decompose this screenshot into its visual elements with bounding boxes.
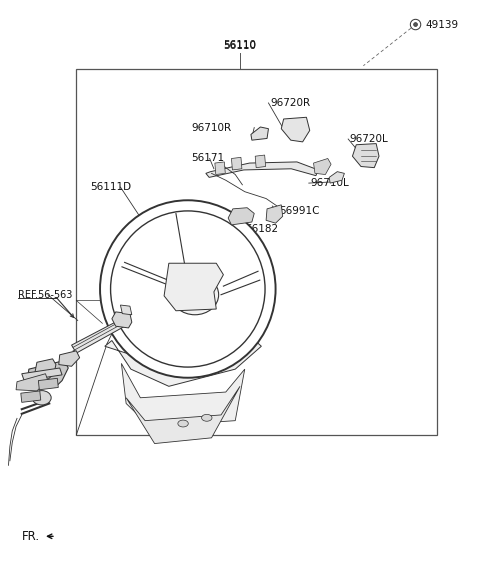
Text: 96720L: 96720L bbox=[349, 134, 388, 144]
Polygon shape bbox=[22, 368, 62, 380]
Polygon shape bbox=[352, 143, 379, 168]
Ellipse shape bbox=[414, 23, 418, 27]
Polygon shape bbox=[228, 208, 254, 225]
Polygon shape bbox=[251, 127, 268, 140]
Polygon shape bbox=[112, 312, 132, 328]
Polygon shape bbox=[120, 305, 132, 315]
Text: 96710L: 96710L bbox=[310, 178, 349, 188]
Bar bbox=[76, 69, 437, 435]
Polygon shape bbox=[126, 386, 240, 443]
Polygon shape bbox=[329, 172, 344, 183]
Text: REF.56-563: REF.56-563 bbox=[18, 290, 72, 300]
Polygon shape bbox=[72, 317, 130, 353]
Text: 96720R: 96720R bbox=[271, 98, 311, 108]
Polygon shape bbox=[27, 361, 68, 387]
Polygon shape bbox=[35, 359, 56, 379]
Ellipse shape bbox=[410, 19, 421, 29]
Ellipse shape bbox=[202, 414, 212, 421]
Text: 56111D: 56111D bbox=[91, 182, 132, 192]
Ellipse shape bbox=[171, 275, 219, 315]
Ellipse shape bbox=[178, 420, 188, 427]
Polygon shape bbox=[255, 155, 265, 168]
Polygon shape bbox=[21, 391, 41, 402]
Text: 56110: 56110 bbox=[224, 42, 256, 51]
Text: 56182: 56182 bbox=[245, 224, 278, 234]
Text: 56991C: 56991C bbox=[279, 206, 319, 216]
Polygon shape bbox=[121, 364, 245, 427]
Ellipse shape bbox=[110, 211, 265, 367]
Polygon shape bbox=[215, 162, 225, 175]
Polygon shape bbox=[105, 329, 261, 386]
Polygon shape bbox=[281, 117, 310, 142]
Polygon shape bbox=[16, 374, 48, 391]
Ellipse shape bbox=[32, 391, 51, 405]
Text: 56110: 56110 bbox=[224, 40, 256, 50]
Polygon shape bbox=[266, 205, 283, 223]
Polygon shape bbox=[38, 379, 58, 390]
Text: FR.: FR. bbox=[22, 530, 40, 543]
Polygon shape bbox=[206, 162, 318, 177]
Text: 56171: 56171 bbox=[192, 154, 225, 164]
Polygon shape bbox=[59, 351, 80, 366]
Ellipse shape bbox=[100, 200, 276, 378]
Polygon shape bbox=[231, 157, 242, 170]
Polygon shape bbox=[313, 158, 331, 175]
Text: 96710R: 96710R bbox=[192, 123, 232, 132]
Text: 49139: 49139 bbox=[425, 20, 458, 29]
Polygon shape bbox=[164, 263, 223, 311]
